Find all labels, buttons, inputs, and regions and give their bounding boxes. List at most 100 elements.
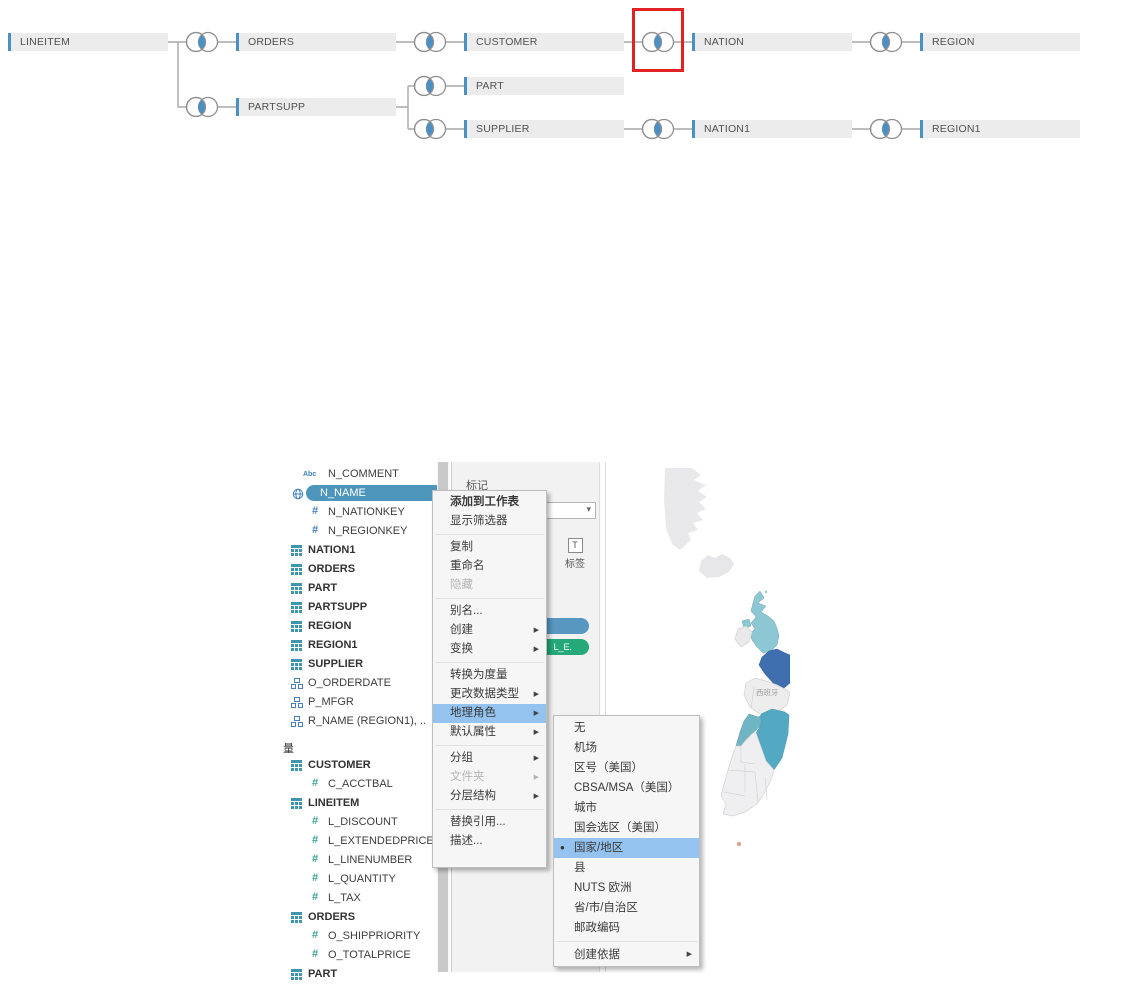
join-icon-partsupp-part[interactable] xyxy=(413,74,447,98)
menu-item-replace-references[interactable]: 替换引用... xyxy=(433,813,546,832)
field-row-o-orderdate[interactable]: O_ORDERDATE xyxy=(283,674,441,693)
field-row-lineitem[interactable]: LINEITEM xyxy=(283,794,441,813)
field-label: L_EXTENDEDPRICE xyxy=(328,835,434,847)
field-row-partsupp[interactable]: PARTSUPP xyxy=(283,598,441,617)
join-icon-orders-customer[interactable] xyxy=(413,30,447,54)
field-row-l-quantity[interactable]: # L_QUANTITY xyxy=(283,870,441,889)
field-row-n-regionkey[interactable]: # N_REGIONKEY xyxy=(283,522,441,541)
menu-item-change-data-type[interactable]: 更改数据类型 ▶ xyxy=(433,685,546,704)
menu-item-describe[interactable]: 描述... xyxy=(433,832,546,851)
table-node-partsupp[interactable]: PARTSUPP xyxy=(236,98,396,116)
field-label: L_QUANTITY xyxy=(328,873,396,885)
field-row-n-comment[interactable]: Abc N_COMMENT xyxy=(283,465,441,484)
country-algeria-shape[interactable] xyxy=(755,708,790,771)
field-row-l-linenumber[interactable]: # L_LINENUMBER xyxy=(283,851,441,870)
table-node-orders[interactable]: ORDERS xyxy=(236,33,396,51)
field-label: LINEITEM xyxy=(308,797,360,809)
country-united-kingdom-shape[interactable] xyxy=(749,590,780,654)
cape-verde-dot[interactable] xyxy=(737,842,741,846)
menu-item-state-province[interactable]: 省/市/自治区 xyxy=(554,898,699,918)
table-node-supplier[interactable]: SUPPLIER xyxy=(464,120,624,138)
field-row-o-totalprice[interactable]: # O_TOTALPRICE xyxy=(283,946,441,965)
menu-item-county[interactable]: 县 xyxy=(554,858,699,878)
field-row-part[interactable]: PART xyxy=(283,965,441,984)
label-button[interactable]: T 标签 xyxy=(556,532,594,570)
menu-item-aliases[interactable]: 别名... xyxy=(433,602,546,621)
field-row-c-acctbal[interactable]: # C_ACCTBAL xyxy=(283,775,441,794)
field-row-n-nationkey[interactable]: # N_NATIONKEY xyxy=(283,503,441,522)
country-france-shape[interactable] xyxy=(758,648,790,689)
menu-item-duplicate[interactable]: 复制 xyxy=(433,538,546,557)
menu-item-convert-to-measure[interactable]: 转换为度量 xyxy=(433,666,546,685)
country-iceland-shape[interactable] xyxy=(699,554,734,578)
join-icon-nation1-region1[interactable] xyxy=(869,117,903,141)
table-node-region1[interactable]: REGION1 xyxy=(920,120,1080,138)
field-label: O_SHIPPRIORITY xyxy=(328,930,421,942)
join-icon-lineitem-orders[interactable] xyxy=(185,30,219,54)
number-icon: # xyxy=(312,524,319,536)
menu-item-label: NUTS 欧洲 xyxy=(574,882,632,894)
table-node-region[interactable]: REGION xyxy=(920,33,1080,51)
field-row-r-name-region1[interactable]: R_NAME (REGION1), .. xyxy=(283,712,441,731)
join-icon-nation-region[interactable] xyxy=(869,30,903,54)
menu-item-label: 重命名 xyxy=(450,560,485,572)
menu-item-create[interactable]: 创建 ▶ xyxy=(433,621,546,640)
field-row-l-discount[interactable]: # L_DISCOUNT xyxy=(283,813,441,832)
field-row-orders[interactable]: ORDERS xyxy=(283,560,441,579)
country-spain-shape[interactable] xyxy=(743,677,790,716)
shetland-dot[interactable] xyxy=(764,590,768,594)
menu-item-add-to-worksheet[interactable]: 添加到工作表 xyxy=(433,493,546,512)
field-row-region[interactable]: REGION xyxy=(283,617,441,636)
field-row-n-name[interactable]: N_NAME xyxy=(283,484,450,503)
menu-item-country-region[interactable]: ● 国家/地区 xyxy=(554,838,699,858)
marks-card-title: 标记 xyxy=(466,480,488,492)
menu-item-rename[interactable]: 重命名 xyxy=(433,557,546,576)
table-node-lineitem[interactable]: LINEITEM xyxy=(8,33,168,51)
country-ireland-shape[interactable] xyxy=(734,625,753,648)
table-icon xyxy=(291,583,302,597)
menu-item-nuts-europe[interactable]: NUTS 欧洲 xyxy=(554,878,699,898)
field-label: NATION1 xyxy=(308,544,356,556)
field-row-customer[interactable]: CUSTOMER xyxy=(283,756,441,775)
country-greenland-shape[interactable] xyxy=(664,468,707,550)
menu-item-geographic-role[interactable]: 地理角色 ▶ xyxy=(433,704,546,723)
menu-item-show-filter[interactable]: 显示筛选器 xyxy=(433,512,546,531)
menu-item-label: 机场 xyxy=(574,742,597,754)
menu-item-congressional-district-us[interactable]: 国会选区（美国） xyxy=(554,818,699,838)
menu-item-transform[interactable]: 变换 ▶ xyxy=(433,640,546,659)
menu-item-label: CBSA/MSA（美国） xyxy=(574,782,680,794)
field-row-nation1[interactable]: NATION1 xyxy=(283,541,441,560)
field-row-orders[interactable]: ORDERS xyxy=(283,908,441,927)
field-row-region1[interactable]: REGION1 xyxy=(283,636,441,655)
menu-item-group[interactable]: 分组 ▶ xyxy=(433,749,546,768)
menu-item-create-from[interactable]: 创建依据 ▶ xyxy=(554,945,699,965)
field-row-l-tax[interactable]: # L_TAX xyxy=(283,889,441,908)
geographic-role-submenu: 无机场区号（美国） CBSA/MSA（美国） 城市 国会选区（美国） ● 国家/地区县 NU… xyxy=(553,715,700,967)
menu-item-default-properties[interactable]: 默认属性 ▶ xyxy=(433,723,546,742)
field-row-supplier[interactable]: SUPPLIER xyxy=(283,655,441,674)
join-icon-lineitem-partsupp[interactable] xyxy=(185,95,219,119)
menu-item-cbsa-msa-us[interactable]: CBSA/MSA（美国） xyxy=(554,778,699,798)
menu-item-city[interactable]: 城市 xyxy=(554,798,699,818)
menu-item-label: 变换 xyxy=(450,643,473,655)
menu-item-area-code-us[interactable]: 区号（美国） xyxy=(554,758,699,778)
field-row-part[interactable]: PART xyxy=(283,579,441,598)
field-label: N_COMMENT xyxy=(328,468,399,480)
table-node-nation[interactable]: NATION xyxy=(692,33,852,51)
join-icon-supplier-nation1[interactable] xyxy=(641,117,675,141)
field-row-p-mfgr[interactable]: P_MFGR xyxy=(283,693,441,712)
join-icon-partsupp-supplier[interactable] xyxy=(413,117,447,141)
menu-item-none[interactable]: 无 xyxy=(554,718,699,738)
join-icon-customer-nation[interactable] xyxy=(641,30,675,54)
field-row-o-shippriority[interactable]: # O_SHIPPRIORITY xyxy=(283,927,441,946)
selected-field-pill[interactable]: N_NAME xyxy=(306,485,450,501)
table-node-customer[interactable]: CUSTOMER xyxy=(464,33,624,51)
table-node-nation1[interactable]: NATION1 xyxy=(692,120,852,138)
menu-item-zip-code[interactable]: 邮政编码 xyxy=(554,918,699,938)
field-label: O_ORDERDATE xyxy=(308,677,391,689)
menu-item-hierarchy[interactable]: 分层结构 ▶ xyxy=(433,787,546,806)
field-row-l-extendedprice[interactable]: # L_EXTENDEDPRICE xyxy=(283,832,441,851)
table-node-part[interactable]: PART xyxy=(464,77,624,95)
menu-item-airport[interactable]: 机场 xyxy=(554,738,699,758)
region-west-africa-shape[interactable] xyxy=(720,732,775,817)
